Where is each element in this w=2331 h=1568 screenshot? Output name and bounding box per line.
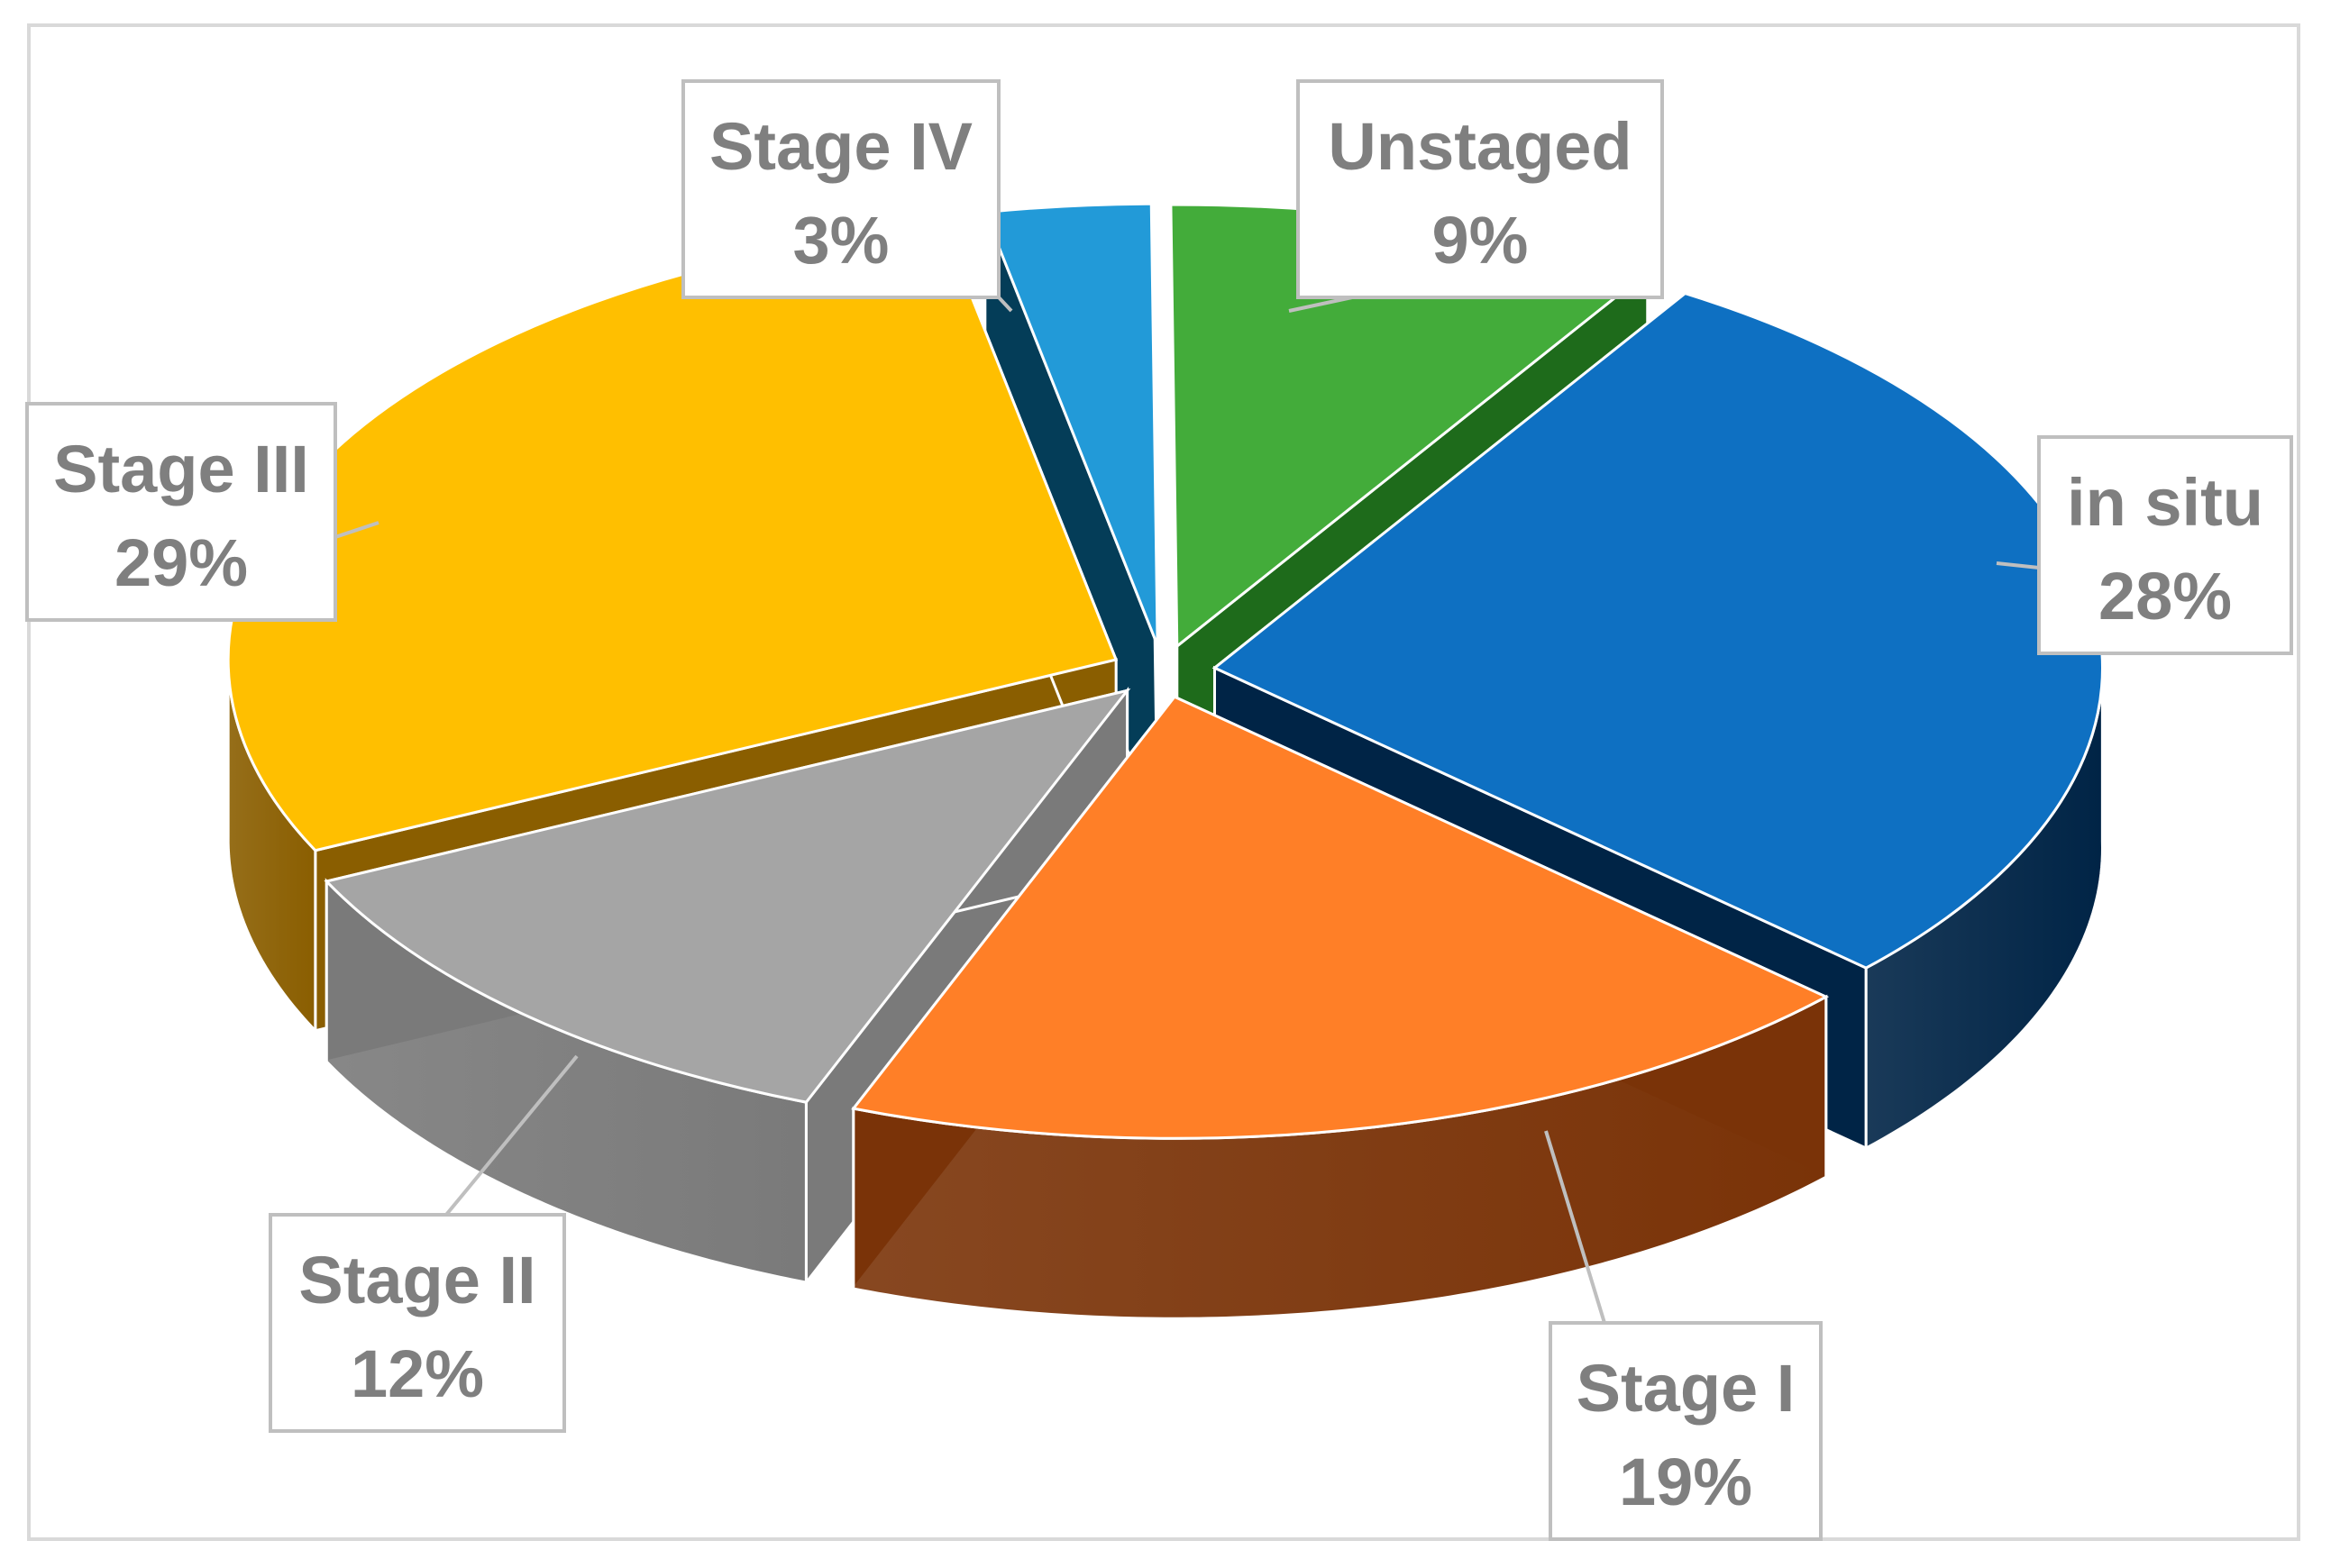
slice-value-in-situ: 28% — [2098, 559, 2232, 634]
leader-line-in-situ — [1996, 561, 2040, 570]
data-label-stage-i: Stage I 19% — [1544, 1130, 1823, 1541]
slice-name-unstaged: Unstaged — [1328, 109, 1632, 184]
slice-top-stage-ii — [324, 688, 1131, 1104]
label-box-stage-ii — [269, 1213, 566, 1433]
leader-line-stage-i — [1544, 1130, 1606, 1324]
label-box-stage-iii — [25, 402, 337, 622]
pie-slice-stage-i — [851, 692, 1830, 1320]
leader-line-stage-iii — [334, 521, 379, 539]
label-box-in-situ — [2037, 435, 2293, 655]
slice-value-unstaged: 9% — [1432, 203, 1529, 278]
slice-value-stage-iv: 3% — [793, 203, 890, 278]
slice-value-stage-i: 19% — [1619, 1445, 1752, 1519]
slice-name-in-situ: in situ — [2067, 465, 2263, 540]
slice-name-stage-i: Stage I — [1577, 1351, 1796, 1426]
slice-name-stage-iv: Stage IV — [709, 109, 973, 184]
slice-value-stage-ii: 12% — [351, 1336, 484, 1411]
leader-line-stage-ii — [444, 1054, 579, 1217]
slice-value-stage-iii: 29% — [114, 525, 248, 600]
slice-top-stage-i — [851, 695, 1830, 1140]
data-label-stage-ii: Stage II 12% — [269, 1054, 579, 1433]
label-box-stage-i — [1549, 1321, 1823, 1541]
label-box-unstaged — [1296, 79, 1664, 299]
slice-name-stage-ii: Stage II — [298, 1243, 535, 1317]
data-label-stage-iv: Stage IV 3% — [681, 79, 1013, 313]
slice-name-stage-iii: Stage III — [53, 432, 309, 506]
data-label-in-situ: in situ 28% — [1996, 435, 2293, 655]
data-label-stage-iii: Stage III 29% — [25, 402, 379, 622]
data-label-unstaged: Unstaged 9% — [1288, 79, 1664, 313]
leader-line-unstaged — [1288, 296, 1353, 313]
label-box-stage-iv — [681, 79, 1001, 299]
leader-line-stage-iv — [997, 296, 1013, 313]
